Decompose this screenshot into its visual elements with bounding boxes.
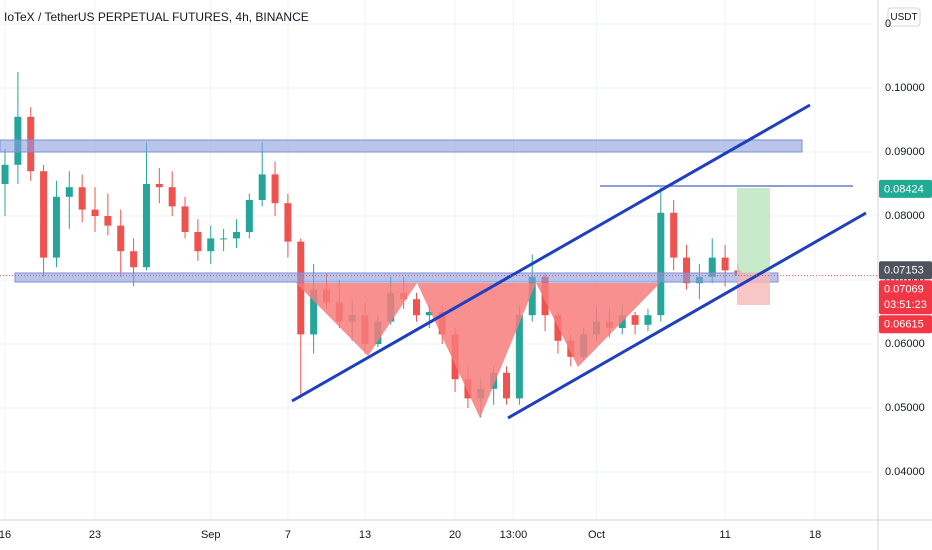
channel-upper <box>291 103 811 403</box>
candle-body <box>528 276 536 316</box>
y-tick-label: 0.10000 <box>885 82 925 94</box>
candle-body <box>220 238 228 240</box>
currency[interactable]: USDT <box>890 12 917 23</box>
candle-body <box>78 187 86 210</box>
candle-body <box>142 184 150 268</box>
currency-button[interactable] <box>887 7 921 27</box>
candle-body <box>708 257 716 277</box>
right-shoulder <box>536 283 660 367</box>
candle-body <box>412 299 420 316</box>
candle-body <box>207 238 215 252</box>
channel-lower <box>507 211 867 420</box>
profit-zone <box>737 188 770 273</box>
x-tick-label: 16 <box>0 529 11 541</box>
x-tick-label: 7 <box>285 529 291 541</box>
candle-body <box>91 209 99 216</box>
candle-body <box>130 251 138 268</box>
candle-body <box>1 164 9 184</box>
x-tick-label: 18 <box>809 529 821 541</box>
resistance-zone <box>0 139 803 153</box>
candle-body <box>683 257 691 284</box>
candle-body <box>284 203 292 242</box>
candle-body <box>631 315 639 325</box>
y-tick-label: 0.04000 <box>885 466 925 478</box>
price-tag-label: 0.07069 <box>884 284 924 296</box>
x-tick-label: Oct <box>588 529 605 541</box>
candle-body <box>65 187 73 197</box>
price-tag-label: 0.08424 <box>884 183 924 195</box>
candle-body <box>258 174 266 200</box>
candle-body <box>155 184 163 188</box>
price-tag <box>879 280 932 315</box>
y-tick-label: 0 <box>885 18 891 30</box>
price-tag <box>879 179 932 198</box>
candle-body <box>194 232 202 252</box>
x-tick-label: 20 <box>449 529 461 541</box>
y-tick-label: 0.09000 <box>885 146 925 158</box>
x-tick-label: Sep <box>201 529 221 541</box>
price-tag-label: 0.06615 <box>884 319 924 331</box>
price-tag-label: 0.07153 <box>884 265 924 277</box>
candle-body <box>425 312 433 316</box>
candle-body <box>168 187 176 207</box>
y-tick-label: 0.05000 <box>885 402 925 414</box>
drawings <box>0 103 867 420</box>
chart-title: IoTeX / TetherUS PERPETUAL FUTURES, 4h, … <box>4 10 309 24</box>
candle-body <box>297 241 305 335</box>
candle-body <box>40 171 48 258</box>
candle-body <box>271 174 279 204</box>
candle-body <box>117 225 125 252</box>
x-tick-label: 23 <box>89 529 101 541</box>
candle-body <box>104 216 112 226</box>
candle-body <box>515 315 523 399</box>
x-tick-label: 13 <box>359 529 371 541</box>
candle-body <box>52 196 60 258</box>
left-shoulder <box>296 283 417 356</box>
x-tick-label: 11 <box>719 529 730 541</box>
candles <box>1 72 742 418</box>
candle-body <box>310 289 318 335</box>
candle-body <box>554 315 562 341</box>
price-tag <box>879 261 932 280</box>
candle-body <box>503 372 511 399</box>
y-tick-label: 0.08000 <box>885 210 925 222</box>
candle-body <box>232 232 240 239</box>
y-tick-label: 0.06000 <box>885 338 925 350</box>
countdown: 03:51:23 <box>884 299 927 311</box>
support-zone <box>14 272 779 283</box>
candle-body <box>657 212 665 316</box>
x-tick-label: 13:00 <box>500 529 528 541</box>
candle-body <box>245 200 253 232</box>
candle-body <box>670 212 678 258</box>
candle-body <box>721 257 729 271</box>
candle-body <box>181 206 189 232</box>
head <box>417 283 536 418</box>
candle-body <box>644 315 652 325</box>
price-tag <box>879 315 932 334</box>
